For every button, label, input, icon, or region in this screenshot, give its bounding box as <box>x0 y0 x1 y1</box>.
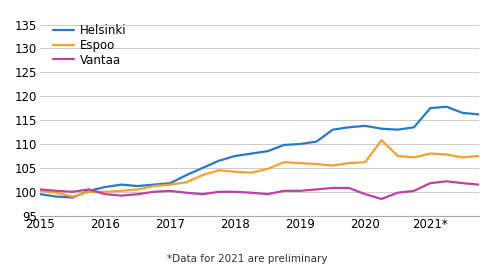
Helsinki <box>216 159 222 162</box>
Helsinki <box>86 189 92 192</box>
Legend: Helsinki, Espoo, Vantaa: Helsinki, Espoo, Vantaa <box>50 22 129 69</box>
Vantaa <box>460 182 466 185</box>
Espoo <box>314 162 320 166</box>
Vantaa <box>346 186 352 189</box>
Vantaa <box>493 175 494 178</box>
Helsinki <box>281 143 287 147</box>
Helsinki <box>395 128 401 131</box>
Helsinki <box>167 182 173 185</box>
Line: Helsinki: Helsinki <box>40 44 494 197</box>
Vantaa <box>183 191 189 194</box>
Text: *Data for 2021 are preliminary: *Data for 2021 are preliminary <box>167 254 327 264</box>
Vantaa <box>119 194 124 197</box>
Helsinki <box>314 140 320 143</box>
Helsinki <box>411 126 417 129</box>
Vantaa <box>395 191 401 194</box>
Espoo <box>70 195 76 198</box>
Espoo <box>493 139 494 142</box>
Vantaa <box>427 182 433 185</box>
Helsinki <box>53 195 59 198</box>
Vantaa <box>216 190 222 193</box>
Espoo <box>281 161 287 164</box>
Espoo <box>411 156 417 159</box>
Vantaa <box>102 193 108 196</box>
Helsinki <box>37 193 43 196</box>
Vantaa <box>476 183 482 186</box>
Espoo <box>102 190 108 193</box>
Line: Espoo: Espoo <box>40 106 494 197</box>
Vantaa <box>281 189 287 192</box>
Vantaa <box>37 188 43 191</box>
Vantaa <box>135 193 141 196</box>
Helsinki <box>183 174 189 177</box>
Vantaa <box>411 189 417 192</box>
Vantaa <box>151 190 157 193</box>
Espoo <box>200 174 206 177</box>
Helsinki <box>135 184 141 188</box>
Espoo <box>378 139 384 142</box>
Vantaa <box>444 180 450 183</box>
Espoo <box>460 156 466 159</box>
Vantaa <box>362 193 368 196</box>
Helsinki <box>297 142 303 145</box>
Helsinki <box>493 111 494 114</box>
Vantaa <box>330 186 336 189</box>
Espoo <box>86 190 92 193</box>
Vantaa <box>378 197 384 201</box>
Espoo <box>183 181 189 184</box>
Helsinki <box>248 152 254 155</box>
Vantaa <box>297 189 303 192</box>
Espoo <box>151 184 157 188</box>
Espoo <box>53 191 59 194</box>
Vantaa <box>53 189 59 192</box>
Espoo <box>330 164 336 167</box>
Helsinki <box>265 149 271 153</box>
Espoo <box>265 167 271 170</box>
Espoo <box>444 153 450 156</box>
Helsinki <box>330 128 336 131</box>
Helsinki <box>200 166 206 170</box>
Espoo <box>395 154 401 157</box>
Espoo <box>119 189 124 192</box>
Espoo <box>297 162 303 165</box>
Espoo <box>248 171 254 174</box>
Vantaa <box>265 193 271 196</box>
Vantaa <box>232 190 238 193</box>
Espoo <box>362 161 368 164</box>
Helsinki <box>119 183 124 186</box>
Helsinki <box>151 183 157 186</box>
Vantaa <box>86 188 92 191</box>
Vantaa <box>248 191 254 194</box>
Helsinki <box>70 196 76 199</box>
Helsinki <box>476 113 482 116</box>
Helsinki <box>378 127 384 130</box>
Vantaa <box>200 193 206 196</box>
Espoo <box>232 170 238 173</box>
Helsinki <box>362 124 368 127</box>
Helsinki <box>427 107 433 110</box>
Espoo <box>216 169 222 172</box>
Vantaa <box>70 190 76 193</box>
Espoo <box>135 188 141 191</box>
Vantaa <box>314 188 320 191</box>
Helsinki <box>460 111 466 114</box>
Espoo <box>167 183 173 186</box>
Espoo <box>476 154 482 157</box>
Helsinki <box>102 186 108 189</box>
Line: Vantaa: Vantaa <box>40 174 494 199</box>
Helsinki <box>346 126 352 129</box>
Helsinki <box>444 105 450 108</box>
Vantaa <box>167 189 173 192</box>
Espoo <box>346 162 352 165</box>
Helsinki <box>232 154 238 157</box>
Espoo <box>427 152 433 155</box>
Espoo <box>37 189 43 192</box>
